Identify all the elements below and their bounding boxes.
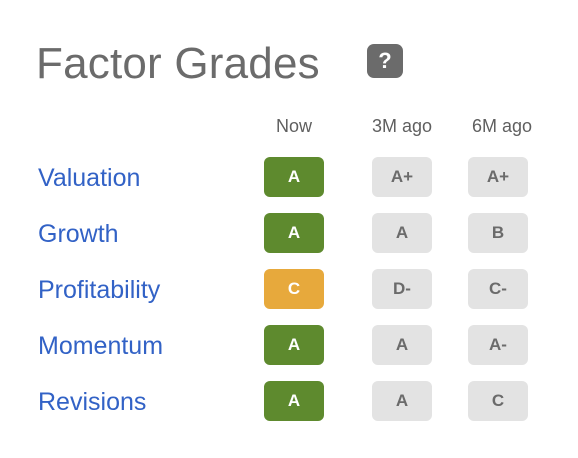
grade-badge-momentum-3m: A	[372, 325, 432, 365]
factor-link-momentum[interactable]: Momentum	[38, 332, 164, 360]
grade-badge-profitability-6m: C-	[468, 269, 528, 309]
grade-badge-momentum-6m: A-	[468, 325, 528, 365]
grade-badge-revisions-now: A	[264, 381, 324, 421]
grade-badge-revisions-3m: A	[372, 381, 432, 421]
question-mark-icon[interactable]: ?	[367, 44, 403, 78]
grade-badge-momentum-now: A	[264, 325, 324, 365]
grade-badge-revisions-6m: C	[468, 381, 528, 421]
grade-badge-valuation-3m: A+	[372, 157, 432, 197]
grade-badge-growth-now: A	[264, 213, 324, 253]
grade-badge-valuation-6m: A+	[468, 157, 528, 197]
grade-badge-profitability-now: C	[264, 269, 324, 309]
grade-badge-profitability-3m: D-	[372, 269, 432, 309]
factor-link-revisions[interactable]: Revisions	[38, 388, 147, 416]
factor-link-profitability[interactable]: Profitability	[38, 276, 161, 304]
page-title: Factor Grades	[36, 39, 320, 88]
grade-badge-valuation-now: A	[264, 157, 324, 197]
column-header-now: Now	[275, 116, 312, 136]
column-header-6m-ago: 6M ago	[471, 116, 533, 136]
factor-link-valuation[interactable]: Valuation	[38, 164, 141, 192]
factor-link-growth[interactable]: Growth	[38, 220, 119, 248]
grade-badge-growth-3m: A	[372, 213, 432, 253]
grade-badge-growth-6m: B	[468, 213, 528, 253]
column-header-3m-ago: 3M ago	[371, 116, 433, 136]
